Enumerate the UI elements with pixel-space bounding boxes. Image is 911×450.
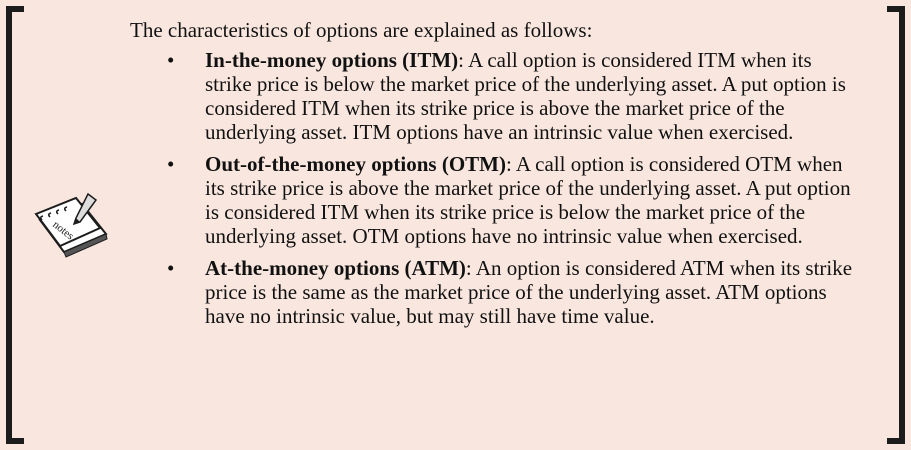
term-otm: Out-of-the-money options (OTM) <box>205 152 506 176</box>
description-itm: : A call option is considered ITM when i… <box>205 48 846 144</box>
list-item-itm: • In-the-money options (ITM): A call opt… <box>130 48 860 144</box>
intro-text: The characteristics of options are expla… <box>130 18 593 42</box>
list-item-otm: • Out-of-the-money options (OTM): A call… <box>130 152 860 248</box>
bullet: • <box>167 256 175 280</box>
term-atm: At-the-money options (ATM) <box>205 256 466 280</box>
description-atm: : An option is considered ATM when its s… <box>205 256 853 328</box>
description-otm: : A call option is considered OTM when i… <box>205 152 851 248</box>
bullet: • <box>167 48 175 72</box>
term-itm: In-the-money options (ITM) <box>205 48 459 72</box>
left-bracket <box>6 6 24 444</box>
options-list: • In-the-money options (ITM): A call opt… <box>130 48 860 328</box>
note-content: The characteristics of options are expla… <box>130 18 860 336</box>
bullet: • <box>167 152 175 176</box>
notes-icon: notes <box>34 192 108 258</box>
list-item-atm: • At-the-money options (ATM): An option … <box>130 256 860 328</box>
right-bracket <box>887 6 905 444</box>
